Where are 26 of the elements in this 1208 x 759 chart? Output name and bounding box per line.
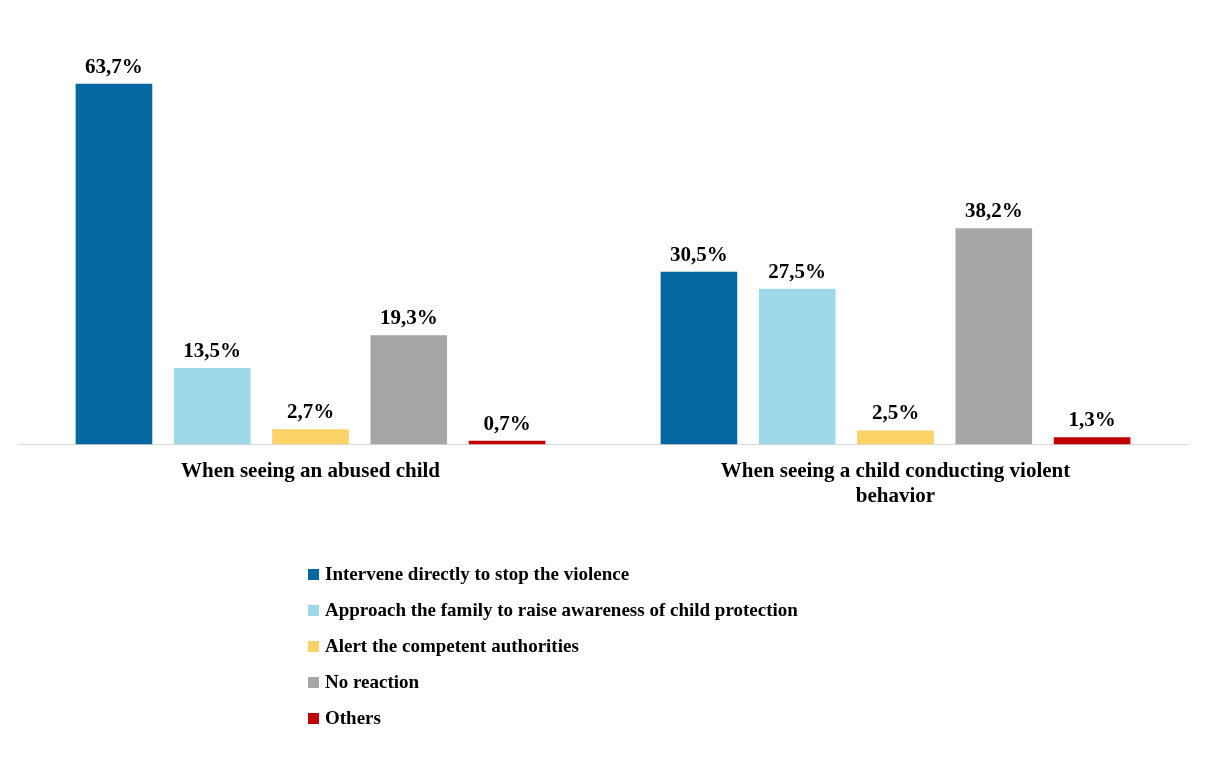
data-label: 27,5%: [768, 258, 827, 283]
data-label: 0,7%: [483, 410, 531, 435]
data-label: 1,3%: [1068, 407, 1116, 432]
bar: [758, 288, 836, 445]
data-label: 2,7%: [286, 399, 335, 424]
bar: [955, 228, 1033, 445]
legend-label: No reaction: [325, 671, 420, 693]
data-label: 13,5%: [183, 338, 242, 363]
data-label: 63,7%: [85, 53, 143, 78]
legend-label: Alert the competent authorities: [325, 635, 579, 657]
data-label: 30,5%: [670, 241, 728, 266]
x-tick-label: When seeing a child conducting violent behavior: [720, 457, 1071, 507]
bar: [370, 335, 448, 445]
data-label: 2,5%: [871, 400, 920, 425]
bar: [75, 83, 153, 445]
bar: [173, 368, 251, 445]
x-tick-label: When seeing an abused child: [180, 457, 441, 482]
bar: [857, 430, 934, 445]
legend-label: Intervene directly to stop the violence: [325, 563, 630, 585]
legend-label: Approach the family to raise awareness of child protection: [325, 599, 798, 621]
data-label: 38,2%: [964, 198, 1023, 223]
bar: [660, 271, 738, 445]
legend-label: Others: [325, 707, 381, 729]
data-label: 19,3%: [379, 305, 438, 330]
bar: [1053, 437, 1131, 445]
bar: [272, 429, 349, 445]
